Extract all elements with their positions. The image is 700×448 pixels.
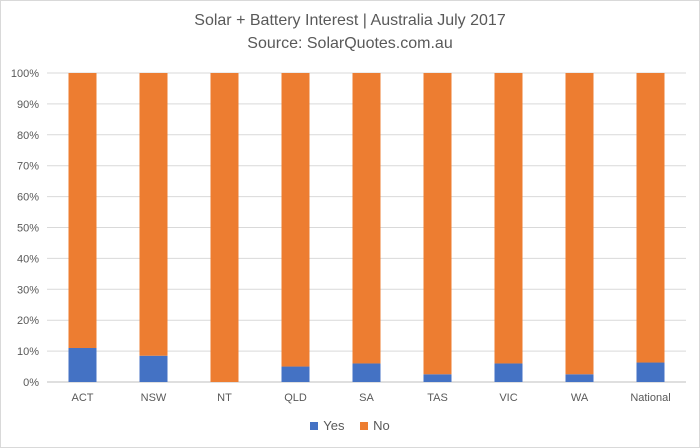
y-tick-label: 0% — [23, 377, 39, 389]
x-tick-label: QLD — [284, 392, 307, 404]
y-tick-label: 70% — [17, 161, 39, 173]
x-tick-label: NSW — [141, 392, 167, 404]
bar-yes-vic — [494, 363, 523, 382]
y-tick-label: 10% — [17, 346, 39, 358]
y-tick-label: 50% — [17, 223, 39, 235]
bar-no-national — [636, 73, 665, 363]
bar-no-vic — [494, 73, 523, 364]
legend-item-yes: Yes — [310, 418, 344, 433]
bar-no-act — [68, 73, 97, 349]
x-tick-label: National — [630, 392, 670, 404]
bar-yes-tas — [423, 374, 452, 382]
x-tick-label: TAS — [427, 392, 448, 404]
y-tick-label: 40% — [17, 253, 39, 265]
bar-yes-nsw — [139, 355, 168, 382]
bar-no-nt — [210, 73, 239, 382]
y-tick-label: 80% — [17, 130, 39, 142]
y-tick-label: 30% — [17, 284, 39, 296]
legend-label-no: No — [373, 418, 390, 433]
bar-no-tas — [423, 73, 452, 375]
y-tick-label: 90% — [17, 99, 39, 111]
legend-label-yes: Yes — [323, 418, 345, 433]
bar-no-wa — [565, 73, 594, 375]
legend-item-no: No — [360, 418, 390, 433]
bar-yes-qld — [281, 366, 310, 382]
legend: Yes No — [1, 418, 699, 433]
bar-yes-wa — [565, 374, 594, 382]
bar-yes-act — [68, 348, 97, 382]
x-tick-label: VIC — [499, 392, 517, 404]
bar-yes-sa — [352, 363, 381, 382]
x-tick-label: ACT — [72, 392, 94, 404]
legend-swatch-no — [360, 422, 369, 430]
y-tick-label: 100% — [11, 68, 39, 80]
y-tick-label: 20% — [17, 315, 39, 327]
bar-no-qld — [281, 73, 310, 367]
y-tick-label: 60% — [17, 192, 39, 204]
x-tick-label: WA — [571, 392, 589, 404]
bar-yes-national — [636, 362, 665, 382]
bar-no-nsw — [139, 73, 168, 356]
chart-subtitle: Source: SolarQuotes.com.au — [247, 35, 453, 52]
bar-no-sa — [352, 73, 381, 364]
legend-swatch-yes — [310, 422, 319, 430]
x-tick-label: SA — [359, 392, 374, 404]
chart-title: Solar + Battery Interest | Australia Jul… — [194, 12, 506, 29]
x-tick-label: NT — [217, 392, 232, 404]
